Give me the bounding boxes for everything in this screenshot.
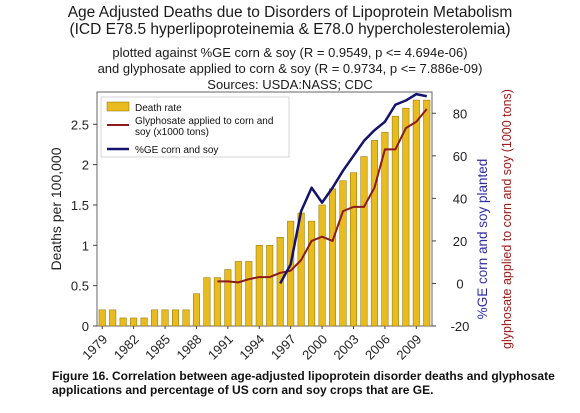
bar-death-rate	[98, 309, 106, 327]
bar-death-rate	[339, 180, 347, 327]
chart-sources: Sources: USDA:NASS; CDC	[207, 77, 373, 92]
bar-death-rate	[109, 309, 117, 327]
bar-death-rate	[318, 204, 326, 327]
x-tick-label: 1997	[268, 332, 299, 363]
left-y-tick-label: 2.5	[71, 117, 89, 132]
bar-death-rate	[140, 317, 148, 327]
bar-death-rate	[266, 245, 274, 327]
bar-death-rate	[224, 269, 232, 327]
y-axis-title-right-ge: %GE corn and soy planted	[475, 159, 490, 320]
x-tick-label: 1991	[205, 332, 236, 363]
x-tick-label: 1994	[236, 332, 267, 363]
bar-death-rate	[130, 317, 138, 327]
legend-label-death-rate: Death rate	[135, 103, 182, 114]
y-axis-title-right-glyphosate: glyphosate applied to corn and soy (1000…	[500, 89, 514, 349]
bar-death-rate	[297, 212, 305, 327]
x-tick-label: 2009	[393, 332, 424, 363]
chart-subtitle-ge-correlation: plotted against %GE corn & soy (R = 0.95…	[112, 45, 468, 60]
right-y-tick-label: 80	[453, 106, 467, 121]
bar-death-rate	[151, 309, 159, 327]
bar-death-rate	[213, 277, 221, 327]
legend-box	[100, 96, 290, 158]
bar-death-rate	[412, 99, 420, 327]
right-y-tick-label: 60	[453, 149, 467, 164]
bar-death-rate	[192, 293, 200, 327]
bar-death-rate	[423, 99, 431, 327]
y-axis-title-left: Deaths per 100,000	[48, 147, 64, 270]
legend-swatch-death-rate	[106, 101, 130, 112]
x-tick-label: 1988	[174, 332, 205, 363]
left-y-tick-label: 0	[82, 319, 89, 334]
x-tick-label: 2006	[362, 332, 393, 363]
bar-death-rate	[172, 309, 180, 327]
bar-death-rate	[245, 261, 253, 327]
x-tick-label: 1979	[79, 332, 110, 363]
x-tick-label: 1985	[142, 332, 173, 363]
chart-title: Age Adjusted Deaths due to Disorders of …	[67, 4, 513, 21]
right-y-tick-label: 0	[456, 276, 463, 291]
left-y-tick-label: 1.5	[71, 198, 89, 213]
bar-death-rate	[391, 115, 399, 327]
x-tick-label: 2000	[299, 332, 330, 363]
chart-subtitle-glyphosate-correlation: and glyphosate applied to corn & soy (R …	[97, 61, 483, 76]
bar-death-rate	[255, 245, 263, 327]
bar-death-rate	[370, 140, 378, 327]
plot-frame	[96, 91, 433, 327]
bar-death-rate	[119, 317, 127, 327]
bar-death-rate	[234, 261, 242, 327]
legend-label-ge: %GE corn and soy	[135, 145, 218, 156]
bar-death-rate	[308, 220, 316, 327]
left-y-tick-label: 2	[82, 158, 89, 173]
right-y-tick-label: -20	[451, 319, 470, 334]
figure-caption: Figure 16. Correlation between age-adjus…	[52, 369, 555, 397]
left-y-tick-label: 1	[82, 238, 89, 253]
bar-death-rate	[360, 156, 368, 327]
right-y-tick-label: 20	[453, 234, 467, 249]
legend-label-glyphosate: Glyphosate applied to corn and soy (x100…	[135, 116, 276, 138]
x-tick-label: 2003	[331, 332, 362, 363]
line-ge-percent	[279, 92, 428, 285]
bar-death-rate	[161, 309, 169, 327]
bar-death-rate	[203, 277, 211, 327]
x-tick-label: 1982	[111, 332, 142, 363]
bar-death-rate	[349, 172, 357, 327]
bar-death-rate	[182, 309, 190, 327]
chart-title-line-2: (ICD E78.5 hyperlipoproteinemia & E78.0 …	[69, 21, 511, 38]
left-y-tick-label: 0.5	[71, 279, 89, 294]
bar-death-rate	[402, 107, 410, 327]
right-y-tick-label: 40	[453, 191, 467, 206]
bar-death-rate	[287, 220, 295, 327]
bar-death-rate	[329, 188, 337, 327]
line-glyphosate	[217, 108, 428, 284]
